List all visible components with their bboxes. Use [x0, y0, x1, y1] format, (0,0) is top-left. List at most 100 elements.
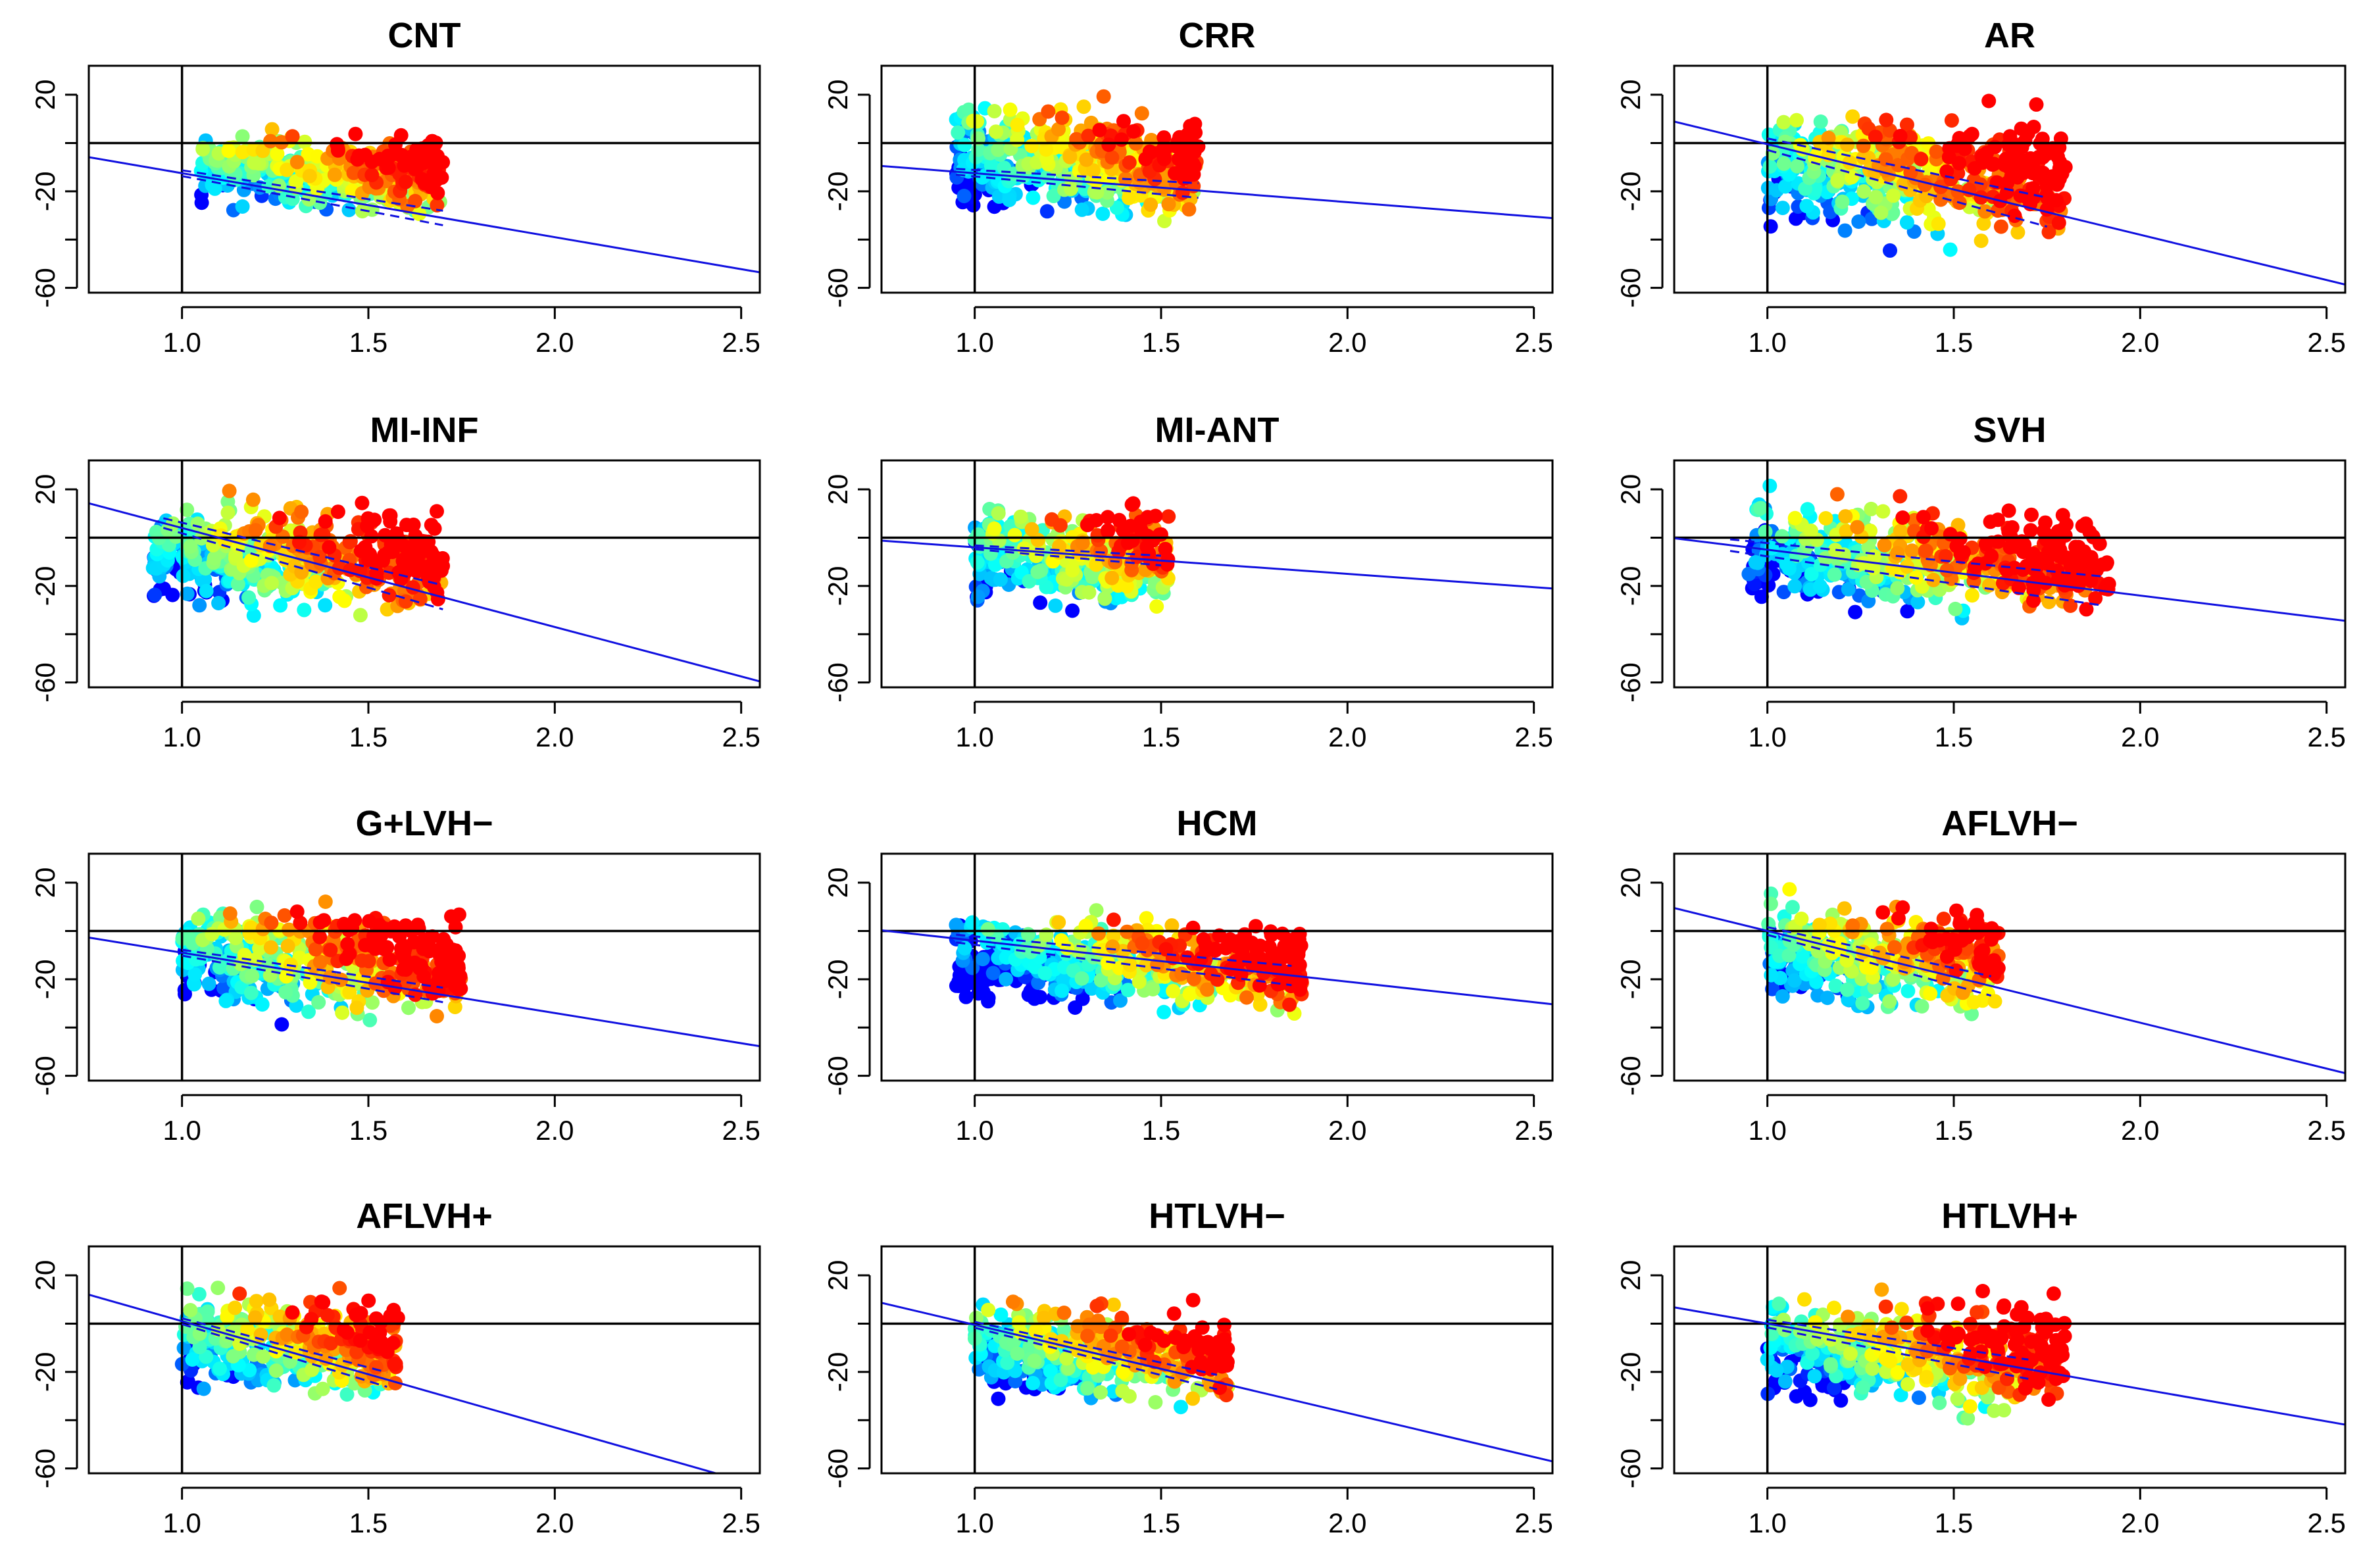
scatter-points	[193, 122, 451, 222]
data-point	[196, 1381, 211, 1396]
data-point	[243, 985, 259, 1000]
data-point	[2023, 523, 2038, 538]
data-point	[1148, 508, 1163, 524]
data-point	[1280, 949, 1295, 964]
data-point	[2075, 518, 2090, 533]
data-point	[1974, 950, 1989, 966]
data-point	[245, 492, 261, 507]
data-point	[232, 1336, 247, 1351]
data-point	[1794, 912, 1809, 926]
data-point	[1929, 144, 1944, 159]
data-point	[1074, 971, 1089, 986]
data-point	[1877, 538, 1892, 552]
x-tick-label: 2.5	[2307, 1115, 2345, 1146]
data-point	[1026, 190, 1041, 205]
scatter-points	[1761, 882, 2006, 1021]
data-point	[191, 911, 206, 926]
data-point	[248, 523, 263, 538]
panel-title: HCM	[1177, 804, 1258, 843]
data-point	[243, 553, 259, 568]
scatter-points	[1760, 93, 2073, 258]
data-point	[1775, 989, 1790, 1004]
data-point	[1910, 595, 1926, 610]
regression-line	[1674, 537, 2345, 622]
data-point	[448, 972, 463, 987]
data-point	[1160, 552, 1176, 567]
data-point	[1820, 991, 1835, 1006]
data-point	[1084, 981, 1099, 996]
data-point	[1840, 137, 1855, 153]
data-point	[1113, 993, 1128, 1008]
data-point	[1895, 510, 1910, 525]
data-point	[971, 986, 986, 1001]
x-tick-label: 1.5	[349, 327, 387, 358]
data-point	[1105, 570, 1120, 585]
data-point	[965, 915, 980, 930]
data-point	[293, 916, 308, 931]
data-point	[1795, 949, 1810, 964]
data-point	[987, 557, 1003, 572]
data-point	[187, 967, 203, 982]
data-point	[277, 908, 292, 923]
data-point	[1156, 149, 1171, 164]
data-point	[1841, 581, 1856, 597]
data-point	[1112, 512, 1127, 527]
data-point	[1764, 968, 1779, 983]
data-point	[1975, 150, 1990, 165]
data-point	[1062, 149, 1078, 164]
data-point	[1172, 130, 1187, 145]
data-point	[1145, 982, 1160, 996]
data-point	[1765, 981, 1779, 996]
data-point	[1039, 927, 1054, 943]
data-point	[1818, 551, 1833, 566]
data-point	[1982, 577, 1997, 593]
confidence-band	[1767, 137, 2047, 199]
data-point	[1161, 197, 1176, 212]
data-point	[1964, 588, 1979, 603]
data-point	[1951, 184, 1966, 199]
data-point	[2026, 593, 2041, 608]
data-point	[221, 143, 236, 159]
data-point	[1022, 574, 1037, 589]
x-tick-label: 2.0	[2121, 1115, 2159, 1146]
y-tick-label: -60	[822, 662, 853, 702]
data-point	[2010, 539, 2025, 554]
confidence-band	[956, 174, 1199, 199]
data-point	[335, 1005, 350, 1020]
data-point	[1039, 204, 1055, 219]
data-point	[315, 1381, 330, 1396]
y-tick-label: -60	[1615, 268, 1646, 308]
data-point	[1122, 155, 1137, 170]
data-point	[1854, 971, 1870, 987]
data-point	[989, 124, 1003, 139]
data-point	[1923, 933, 1937, 948]
data-point	[185, 1352, 200, 1367]
data-point	[272, 510, 287, 526]
data-point	[1838, 509, 1853, 524]
data-point	[1803, 524, 1818, 538]
data-point	[2011, 580, 2026, 595]
data-point	[235, 129, 250, 144]
data-point	[987, 521, 1002, 536]
scatter-points	[174, 1281, 405, 1402]
data-point	[1100, 510, 1115, 525]
data-point	[975, 952, 990, 967]
confidence-band	[1767, 926, 1991, 977]
data-point	[195, 141, 211, 157]
data-point	[410, 546, 426, 560]
data-point	[1900, 604, 1915, 619]
data-point	[999, 971, 1014, 987]
data-point	[1840, 982, 1854, 997]
data-point	[360, 518, 375, 533]
data-point	[987, 104, 1002, 118]
data-point	[1977, 204, 1993, 219]
regression-line	[1674, 120, 2345, 286]
data-point	[222, 906, 237, 921]
data-point	[951, 125, 966, 140]
data-point	[1787, 973, 1802, 988]
data-point	[2001, 137, 2016, 153]
data-point	[361, 954, 376, 969]
data-point	[1141, 546, 1156, 561]
